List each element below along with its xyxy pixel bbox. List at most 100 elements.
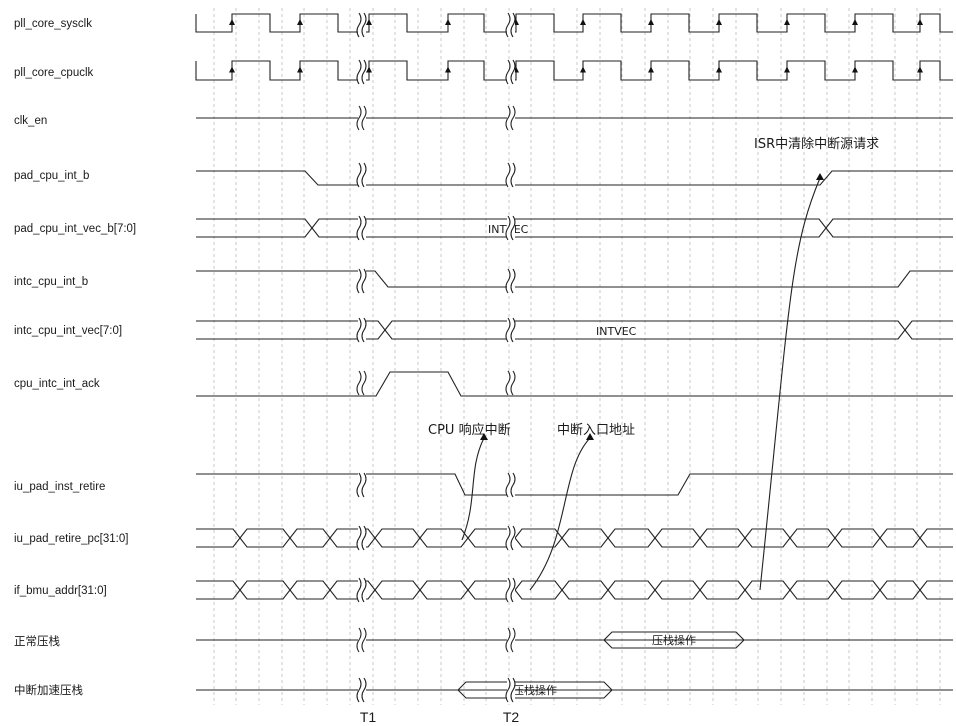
break-mark-t1-intpush <box>361 677 367 703</box>
break-mark-t2-sysclk-gap <box>507 13 515 37</box>
entry-addr-arrow <box>529 437 591 591</box>
entry-addr-arrow-head <box>586 433 594 440</box>
break-mark-t1-cpuclk-gap <box>358 60 366 84</box>
clock-edge-arrow <box>229 19 235 25</box>
break-mark-t2-clken <box>510 105 516 131</box>
break-mark-t2-padint <box>510 162 516 188</box>
entry-addr-note: 中断入口地址 <box>557 423 635 438</box>
break-mark-t2-intcvec <box>505 317 511 343</box>
break-mark-t1-bmuaddr <box>356 577 362 603</box>
break-mark-t2-retire <box>505 472 511 498</box>
signal-name-intcvec: intc_cpu_int_vec[7:0] <box>14 325 122 337</box>
bmu-addr-bus-segment <box>374 580 421 600</box>
clock-edge-arrow <box>917 66 923 73</box>
intc-vec-bus-segment <box>904 320 953 340</box>
bmu-addr-bus-segment <box>196 580 241 600</box>
break-mark-t1-padint-gap <box>358 163 366 187</box>
break-mark-t2-bmuaddr <box>505 577 511 603</box>
break-mark-t1-intpush-gap <box>358 678 366 702</box>
break-mark-t2-retirepc <box>510 525 516 551</box>
clock-edge-arrow <box>445 66 451 73</box>
break-mark-t2-clken <box>505 105 511 131</box>
norm-push-label: 压栈操作 <box>652 633 696 647</box>
clock-edge-arrow <box>366 66 372 73</box>
bmu-addr-bus-segment <box>561 580 609 600</box>
ack-wave <box>196 371 953 397</box>
bmu-addr-bus-segment <box>289 580 331 600</box>
waveforms: INTVECINTVEC压栈操作压栈操作 <box>195 12 953 703</box>
signal-name-bmuaddr: if_bmu_addr[31:0] <box>14 585 107 597</box>
break-mark-t2-padvec <box>510 215 516 241</box>
break-mark-t2-intcint-gap <box>507 269 515 293</box>
break-mark-t2-intcvec <box>510 317 516 343</box>
clock-edge-arrow <box>580 66 586 73</box>
break-mark-t1-intcvec <box>361 317 367 343</box>
break-mark-t2-normpush-gap <box>507 628 515 652</box>
break-mark-t2-clken-gap <box>507 106 515 130</box>
break-mark-t1-normpush <box>361 627 367 653</box>
retire-pc-bus-segment <box>419 528 469 548</box>
retire-pc-bus-segment <box>607 528 656 548</box>
bmu-addr-bus-segment <box>919 580 953 600</box>
break-mark-t2-bmuaddr <box>510 577 516 603</box>
break-mark-t1-sysclk <box>361 12 367 38</box>
pad-vec-bus-segment <box>825 218 953 238</box>
break-mark-t2-padvec-gap <box>507 216 515 240</box>
break-mark-t1-padvec <box>361 215 367 241</box>
retire-pc-bus-segment <box>744 528 791 548</box>
isr-clear-note: ISR中清除中断源请求 <box>754 137 879 152</box>
clock-edge-arrow <box>852 19 858 25</box>
bmu-addr-bus-segment <box>239 580 291 600</box>
break-mark-t1-retire <box>361 472 367 498</box>
break-mark-t2-intcvec-gap <box>507 318 515 342</box>
clock-edge-arrow <box>917 19 923 25</box>
clock-edge-arrow <box>648 66 654 73</box>
break-mark-t2-retirepc <box>505 525 511 551</box>
clock-edge-arrow <box>580 19 586 25</box>
clock-wave-sysclk <box>195 13 953 33</box>
time-marker-t2: T2 <box>503 709 520 725</box>
annotations: ISR中清除中断源请求 CPU 响应中断 中断入口地址 T1 T2 <box>360 137 879 725</box>
clock-edge-arrow <box>648 19 654 25</box>
break-mark-t1-retirepc <box>356 525 362 551</box>
bmu-addr-bus-segment <box>834 580 881 600</box>
break-mark-t2-ack <box>510 370 516 396</box>
clock-edge-arrow <box>445 19 451 25</box>
signal-name-retirepc: iu_pad_retire_pc[31:0] <box>14 533 128 545</box>
break-mark-t2-retirepc-gap <box>507 526 515 550</box>
break-mark-t2-padint <box>505 162 511 188</box>
bmu-addr-bus-segment <box>654 580 701 600</box>
signal-name-clken: clk_en <box>14 115 47 127</box>
break-mark-t1-padvec <box>356 215 362 241</box>
break-mark-t2-intcint <box>510 268 516 294</box>
clock-edge-arrow <box>852 66 858 73</box>
intc-int-wave <box>196 270 953 288</box>
bmu-addr-bus-segment <box>744 580 791 600</box>
break-mark-t2-padvec <box>505 215 511 241</box>
bmu-addr-bus-segment <box>419 580 469 600</box>
break-mark-t1-normpush-gap <box>358 628 366 652</box>
break-mark-t1-sysclk <box>356 12 362 38</box>
break-mark-t1-cpuclk <box>361 59 367 85</box>
signal-name-sysclk: pll_core_sysclk <box>14 18 92 30</box>
break-mark-t2-sysclk <box>510 12 516 38</box>
retire-pc-bus-segment <box>514 528 563 548</box>
break-mark-t1-retire <box>356 472 362 498</box>
break-mark-t2-retire <box>510 472 516 498</box>
int-push-box <box>457 681 613 699</box>
retire-pc-bus-segment <box>329 528 376 548</box>
break-mark-t1-intpush <box>356 677 362 703</box>
break-mark-t1-retirepc-gap <box>358 526 366 550</box>
clock-edge-arrow <box>716 19 722 25</box>
bmu-addr-bus-segment <box>607 580 656 600</box>
break-mark-t1-padvec-gap <box>358 216 366 240</box>
cpu-ack-arrow <box>461 437 485 541</box>
retire-pc-bus-segment <box>196 528 241 548</box>
break-mark-t1-padint <box>361 162 367 188</box>
break-mark-t1-ack <box>361 370 367 396</box>
break-mark-t1-retirepc <box>361 525 367 551</box>
break-mark-t2-retire-gap <box>507 473 515 497</box>
signal-name-normpush: 正常压栈 <box>14 634 60 648</box>
break-mark-t1-bmuaddr <box>361 577 367 603</box>
break-mark-t2-intpush-gap <box>507 678 515 702</box>
